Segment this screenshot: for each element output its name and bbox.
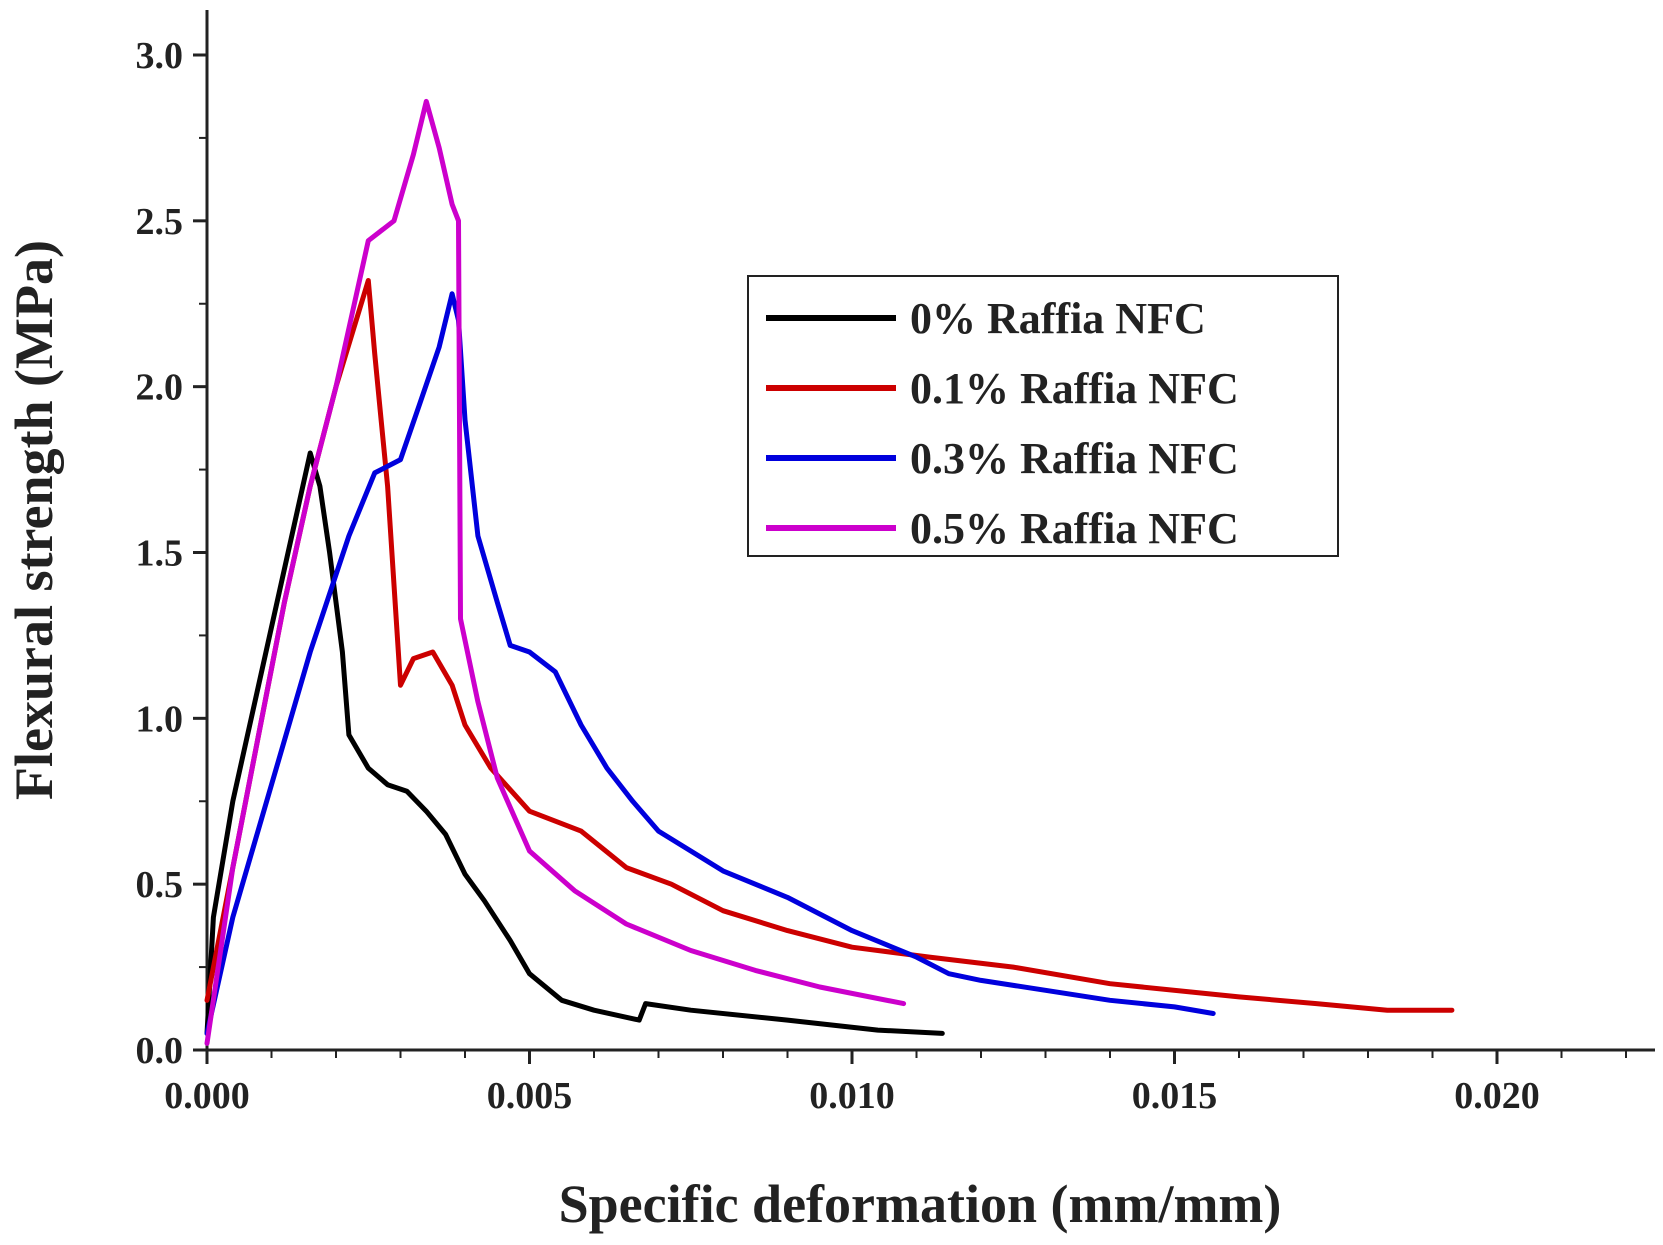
series-layer: [204, 98, 1455, 1046]
y-tick-label: 1.0: [136, 698, 184, 740]
y-tick-label: 0.0: [136, 1030, 184, 1072]
x-axis-title: Specific deformation (mm/mm): [559, 1174, 1282, 1234]
y-tick-label: 2.0: [136, 367, 184, 409]
legend-box: [747, 275, 1339, 557]
series-line-3: [204, 98, 907, 1046]
x-tick-label: 0.010: [809, 1075, 895, 1117]
y-tick-label: 1.5: [136, 533, 184, 575]
x-tick-label: 0.005: [487, 1075, 573, 1117]
legend-label-0: 0% Raffia NFC: [910, 294, 1206, 343]
y-axis: 0.0 0.5 1.0 1.5 2.0 2.5 3.0: [136, 35, 207, 1072]
series-line-0: [204, 450, 945, 1036]
legend-label-1: 0.1% Raffia NFC: [910, 364, 1239, 413]
legend-label-3: 0.5% Raffia NFC: [910, 504, 1239, 553]
legend: 0% Raffia NFC 0.1% Raffia NFC 0.3% Raffia …: [747, 275, 1339, 557]
series-line-2: [204, 291, 1216, 1036]
x-tick-label: 0.020: [1454, 1075, 1540, 1117]
x-axis: 0.000 0.005 0.010 0.015 0.020: [164, 1050, 1627, 1117]
x-tick-label: 0.000: [164, 1075, 250, 1117]
y-tick-label: 3.0: [136, 35, 184, 77]
x-tick-label: 0.015: [1132, 1075, 1218, 1117]
y-tick-label: 0.5: [136, 864, 184, 906]
plot-frame: [205, 10, 1655, 1052]
legend-label-2: 0.3% Raffia NFC: [910, 434, 1239, 483]
y-tick-label: 2.5: [136, 201, 184, 243]
y-axis-title: Flexural strength (MPa): [4, 240, 64, 800]
